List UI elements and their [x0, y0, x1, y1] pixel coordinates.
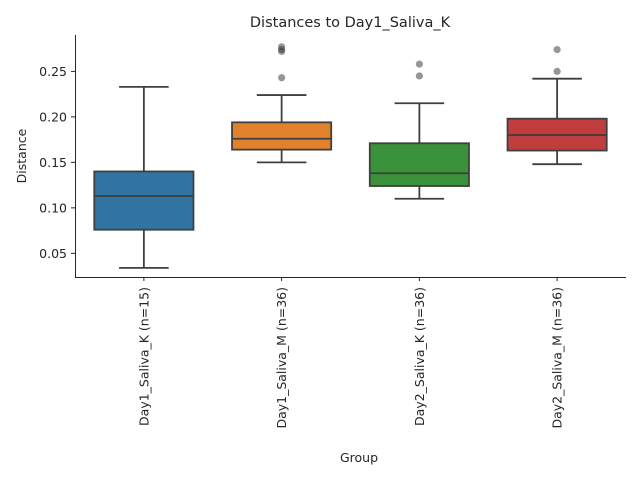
outlier-point	[278, 74, 286, 82]
y-tick-label: 0.15	[39, 155, 67, 170]
outlier-point	[553, 45, 561, 54]
outlier-point	[278, 43, 286, 51]
x-tick-label: Day2_Saliva_M (n=36)	[550, 287, 565, 429]
chart-title: Distances to Day1_Saliva_K	[250, 15, 451, 31]
y-tick-label: 0.05	[39, 246, 67, 261]
outlier-point	[553, 67, 561, 75]
x-tick-label: Day1_Saliva_M (n=36)	[274, 287, 289, 429]
outlier-point	[415, 72, 423, 80]
box	[368, 142, 470, 187]
outlier-point	[415, 60, 423, 68]
y-tick-label: 0.10	[39, 200, 67, 215]
y-tick-label: 0.25	[39, 64, 67, 79]
x-tick-label: Day1_Saliva_K (n=15)	[136, 287, 151, 426]
x-axis-label: Group	[340, 450, 378, 465]
box	[93, 170, 195, 231]
y-tick-label: 0.20	[39, 109, 67, 124]
y-axis-label: Distance	[14, 128, 29, 183]
x-tick-label: Day2_Saliva_K (n=36)	[412, 287, 427, 426]
box	[231, 121, 333, 151]
